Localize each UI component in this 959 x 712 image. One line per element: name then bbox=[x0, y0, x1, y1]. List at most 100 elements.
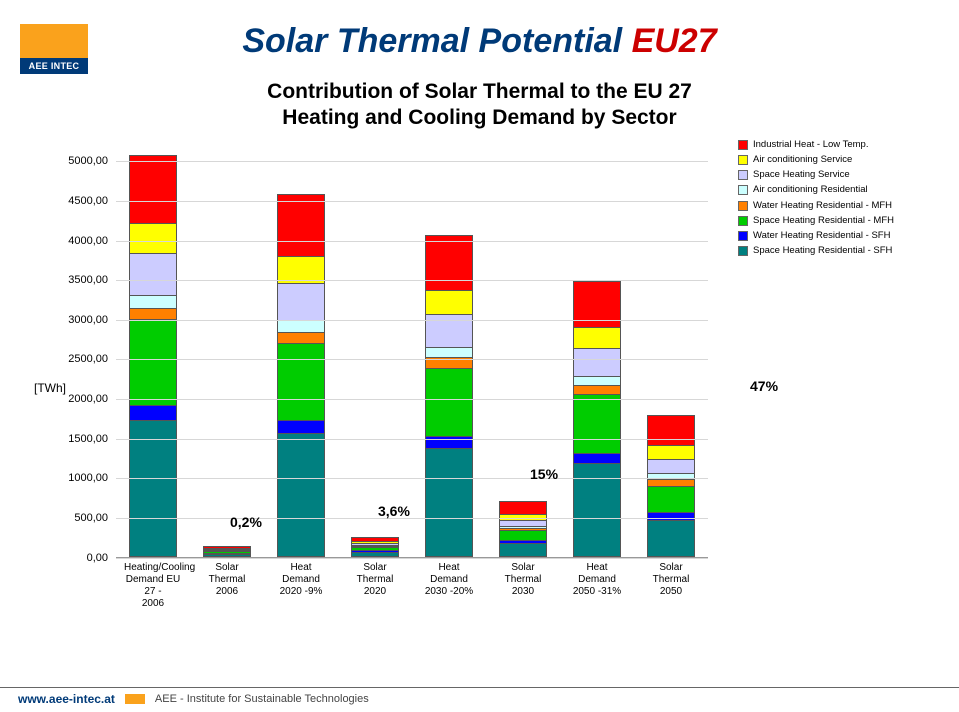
x-tick-label: Solar Thermal2020 bbox=[346, 562, 404, 610]
bar-segment bbox=[647, 415, 695, 445]
x-tick-label: Solar Thermal2050 bbox=[642, 562, 700, 610]
bar-segment bbox=[425, 235, 473, 290]
bar-segment bbox=[129, 155, 177, 224]
percent-label: 3,6% bbox=[378, 503, 410, 519]
gridline bbox=[116, 359, 708, 360]
bar-segment bbox=[129, 420, 177, 556]
y-tick-label: 1000,00 bbox=[46, 472, 108, 484]
bar-segment bbox=[129, 295, 177, 308]
x-tick-label: Solar Thermal2006 bbox=[198, 562, 256, 610]
y-tick-label: 3500,00 bbox=[46, 274, 108, 286]
bar-segment bbox=[277, 433, 325, 557]
footer-logo bbox=[125, 693, 145, 705]
y-tick-label: 2000,00 bbox=[46, 393, 108, 405]
percent-label: 47% bbox=[750, 378, 778, 394]
y-tick-label: 1500,00 bbox=[46, 433, 108, 445]
legend-item: Space Heating Residential - MFH bbox=[738, 214, 918, 228]
bar-column bbox=[647, 416, 695, 556]
legend-swatch bbox=[738, 231, 748, 241]
legend-item: Water Heating Residential - MFH bbox=[738, 199, 918, 213]
bar-segment bbox=[277, 420, 325, 433]
gridline bbox=[116, 518, 708, 519]
y-tick-label: 5000,00 bbox=[46, 155, 108, 167]
logo-text: AEE INTEC bbox=[20, 58, 88, 74]
legend-label: Air conditioning Service bbox=[753, 153, 852, 167]
footer-institute: AEE - Institute for Sustainable Technolo… bbox=[155, 693, 369, 705]
plot-area: 0,00500,001000,001500,002000,002500,0030… bbox=[116, 138, 708, 558]
bar-column bbox=[573, 282, 621, 557]
legend-label: Space Heating Service bbox=[753, 168, 850, 182]
bar-segment bbox=[129, 253, 177, 296]
bar-column bbox=[499, 502, 547, 556]
brand-logo: AEE INTEC bbox=[20, 24, 88, 74]
legend: Industrial Heat - Low Temp.Air condition… bbox=[738, 138, 918, 260]
legend-item: Space Heating Service bbox=[738, 168, 918, 182]
percent-label: 0,2% bbox=[230, 514, 262, 530]
legend-swatch bbox=[738, 140, 748, 150]
page-title: Solar Thermal Potential EU27 bbox=[30, 22, 929, 61]
footer-url: www.aee-intec.at bbox=[18, 692, 115, 706]
legend-swatch bbox=[738, 216, 748, 226]
gridline bbox=[116, 161, 708, 162]
x-tick-label: Heat Demand2020 -9% bbox=[272, 562, 330, 610]
x-tick-label: Solar Thermal2030 bbox=[494, 562, 552, 610]
gridline bbox=[116, 439, 708, 440]
legend-swatch bbox=[738, 170, 748, 180]
legend-label: Water Heating Residential - SFH bbox=[753, 229, 890, 243]
legend-swatch bbox=[738, 185, 748, 195]
legend-swatch bbox=[738, 246, 748, 256]
bar-column bbox=[129, 156, 177, 556]
bar-segment bbox=[573, 281, 621, 329]
chart-subtitle: Contribution of Solar Thermal to the EU … bbox=[30, 79, 929, 132]
bar-segment bbox=[425, 314, 473, 348]
bar-segment bbox=[425, 290, 473, 315]
logo-orange bbox=[20, 24, 88, 58]
x-axis-labels: Heating/CoolingDemand EU 27 -2006Solar T… bbox=[116, 562, 708, 610]
y-tick-label: 3000,00 bbox=[46, 314, 108, 326]
legend-item: Water Heating Residential - SFH bbox=[738, 229, 918, 243]
y-tick-label: 0,00 bbox=[46, 552, 108, 564]
bar-column bbox=[425, 236, 473, 556]
legend-label: Air conditioning Residential bbox=[753, 183, 868, 197]
legend-item: Air conditioning Service bbox=[738, 153, 918, 167]
footer: www.aee-intec.at AEE - Institute for Sus… bbox=[0, 687, 959, 706]
legend-label: Industrial Heat - Low Temp. bbox=[753, 138, 868, 152]
legend-swatch bbox=[738, 155, 748, 165]
bar-column bbox=[203, 547, 251, 556]
gridline bbox=[116, 280, 708, 281]
y-tick-label: 4000,00 bbox=[46, 235, 108, 247]
bar-segment bbox=[647, 520, 695, 556]
bar-segment bbox=[647, 445, 695, 460]
bar-column bbox=[351, 538, 399, 557]
bar-segment bbox=[129, 319, 177, 406]
bar-segment bbox=[573, 463, 621, 557]
legend-item: Industrial Heat - Low Temp. bbox=[738, 138, 918, 152]
footer-logo-orange bbox=[125, 694, 145, 704]
bar-segment bbox=[425, 368, 473, 438]
legend-label: Space Heating Residential - MFH bbox=[753, 214, 894, 228]
legend-item: Space Heating Residential - SFH bbox=[738, 244, 918, 258]
title-accent: EU27 bbox=[632, 22, 717, 60]
bar-segment bbox=[277, 283, 325, 322]
bar-segment bbox=[129, 223, 177, 254]
gridline bbox=[116, 320, 708, 321]
gridline bbox=[116, 399, 708, 400]
bar-segment bbox=[203, 554, 251, 557]
bar-segment bbox=[499, 501, 547, 514]
title-main: Solar Thermal Potential bbox=[242, 22, 631, 60]
chart: Industrial Heat - Low Temp.Air condition… bbox=[30, 138, 930, 638]
bar-segment bbox=[573, 348, 621, 377]
legend-swatch bbox=[738, 201, 748, 211]
bar-segment bbox=[277, 343, 325, 421]
gridline bbox=[116, 201, 708, 202]
x-tick-label: Heat Demand2050 -31% bbox=[568, 562, 626, 610]
bar-segment bbox=[573, 327, 621, 348]
y-tick-label: 500,00 bbox=[46, 512, 108, 524]
subtitle-line2: Heating and Cooling Demand by Sector bbox=[30, 105, 929, 131]
bar-segment bbox=[351, 552, 399, 557]
y-tick-label: 4500,00 bbox=[46, 195, 108, 207]
gridline bbox=[116, 558, 708, 559]
slide: AEE INTEC Solar Thermal Potential EU27 C… bbox=[0, 0, 959, 712]
gridline bbox=[116, 241, 708, 242]
percent-label: 15% bbox=[530, 466, 558, 482]
